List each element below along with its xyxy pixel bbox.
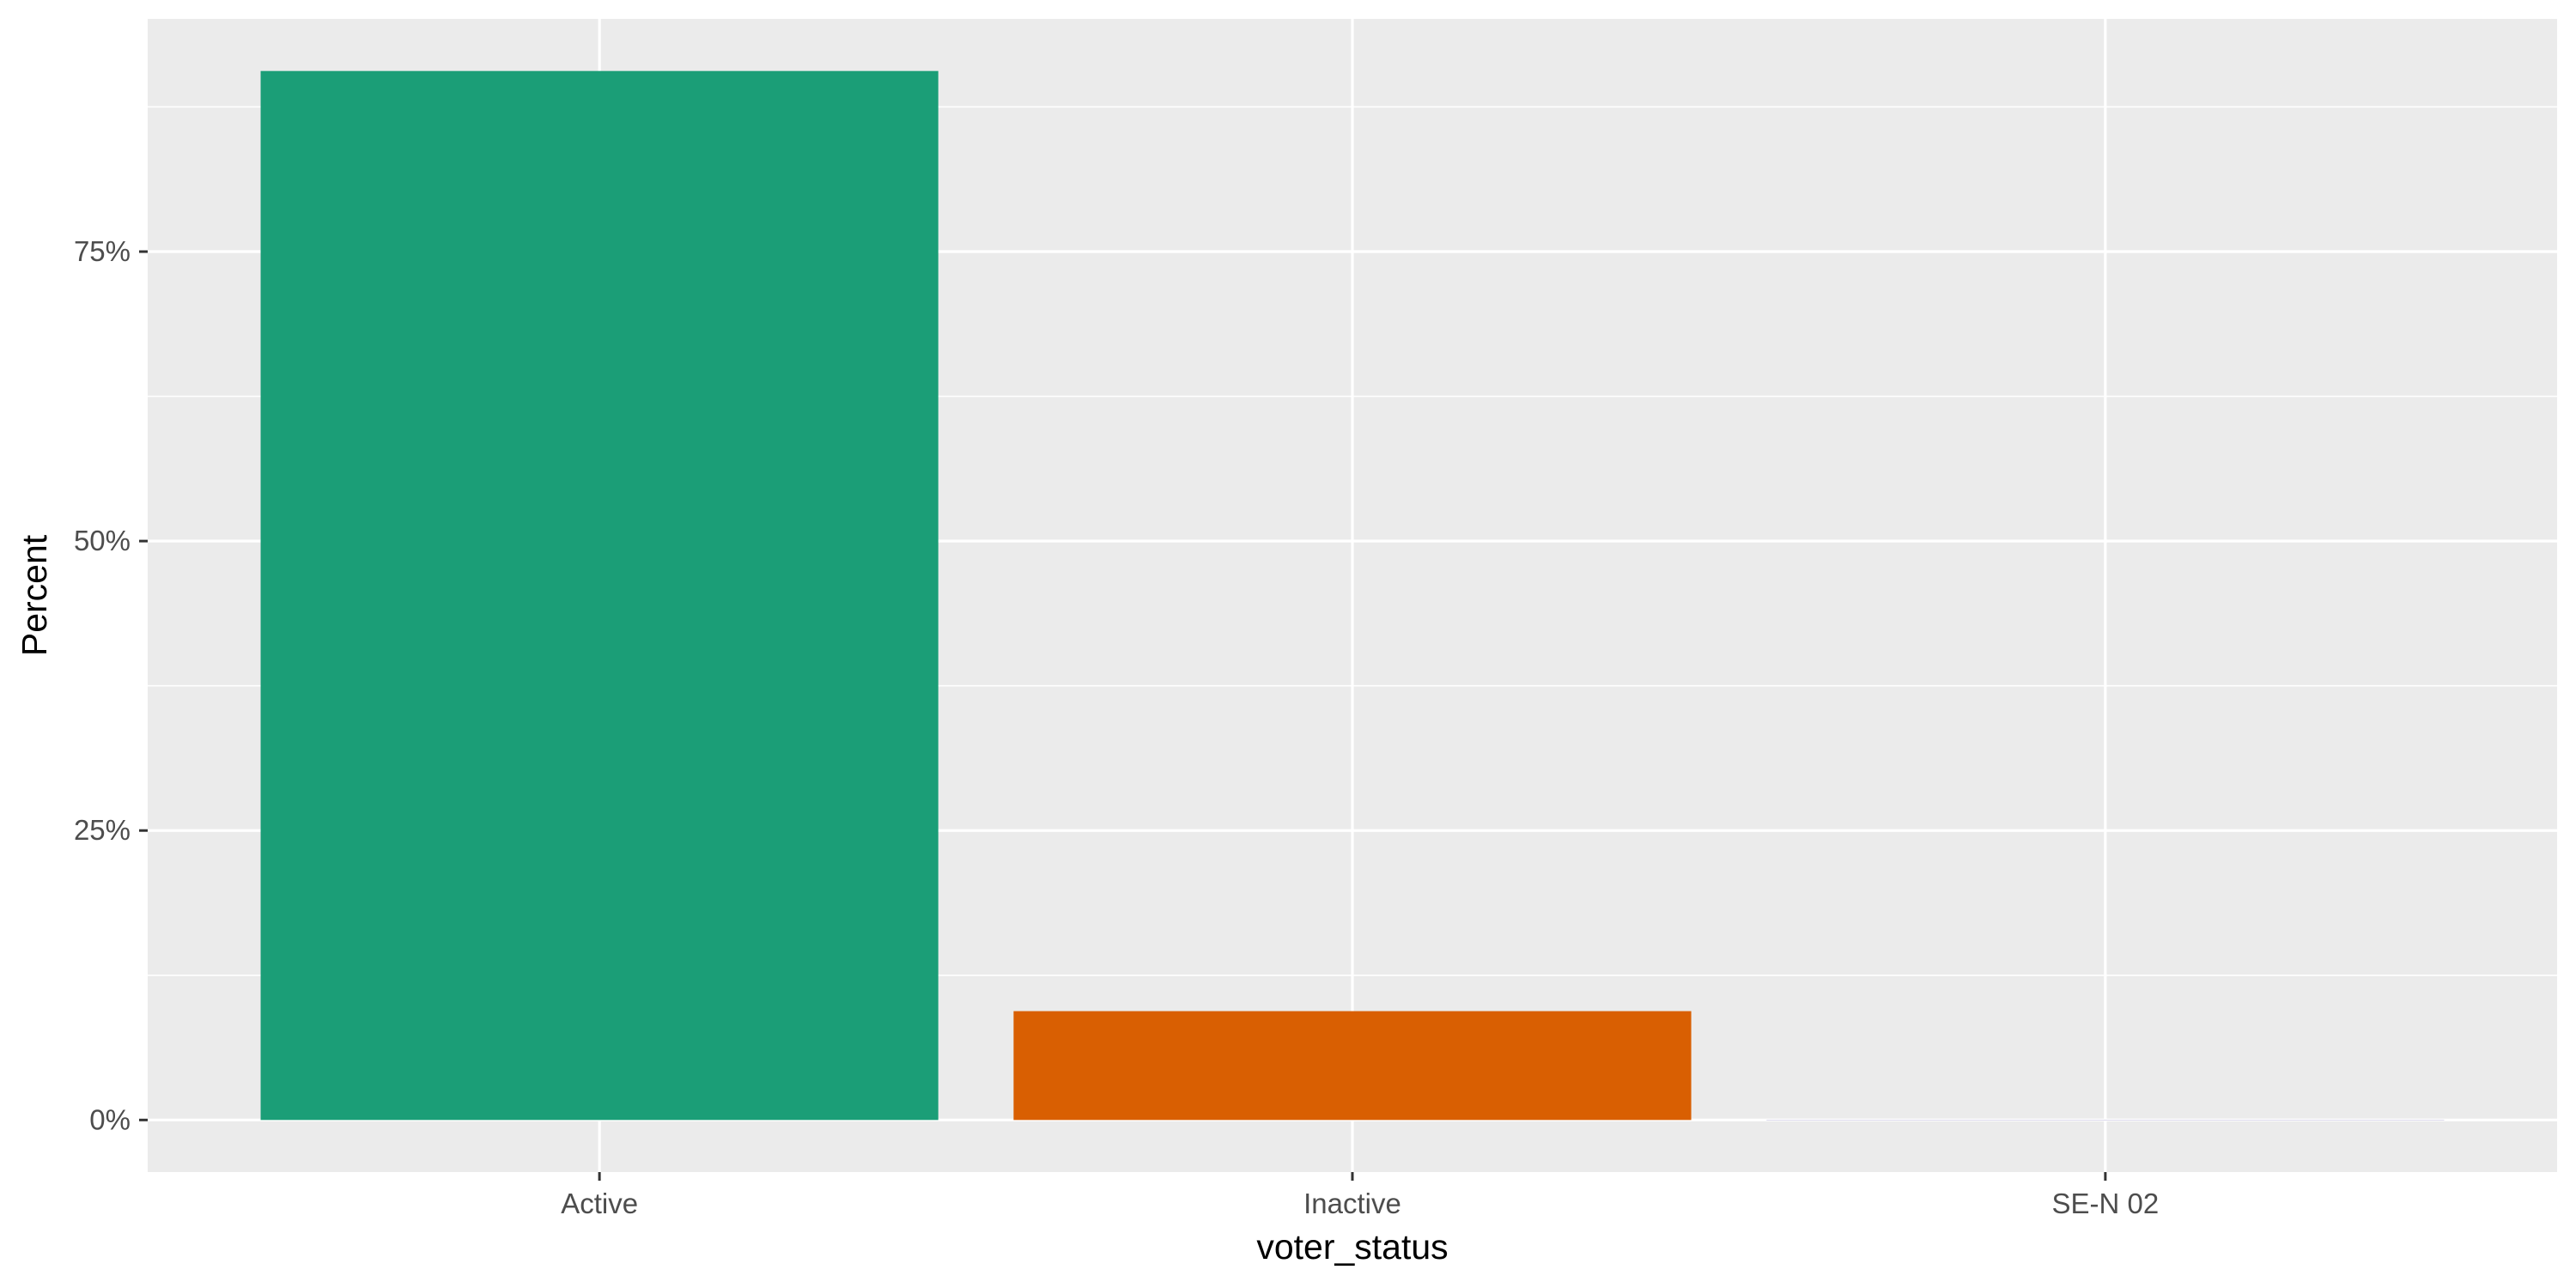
y-axis: 0% 25% 50% 75% [74, 235, 148, 1135]
x-tick-label: Inactive [1303, 1188, 1401, 1219]
y-tick-label: 0% [89, 1103, 131, 1135]
x-tick-label: Active [561, 1188, 638, 1219]
y-tick-label: 50% [74, 525, 131, 556]
y-tick-label: 75% [74, 235, 131, 267]
x-axis: Active Inactive SE-N 02 [561, 1172, 2159, 1219]
bars [260, 70, 2445, 1121]
y-axis-title: Percent [15, 534, 54, 656]
bar-active [260, 70, 939, 1121]
x-tick-label: SE-N 02 [2052, 1188, 2160, 1219]
bar-inactive [1013, 1011, 1692, 1121]
y-tick-label: 25% [74, 814, 131, 846]
x-axis-title: voter_status [1256, 1227, 1448, 1267]
